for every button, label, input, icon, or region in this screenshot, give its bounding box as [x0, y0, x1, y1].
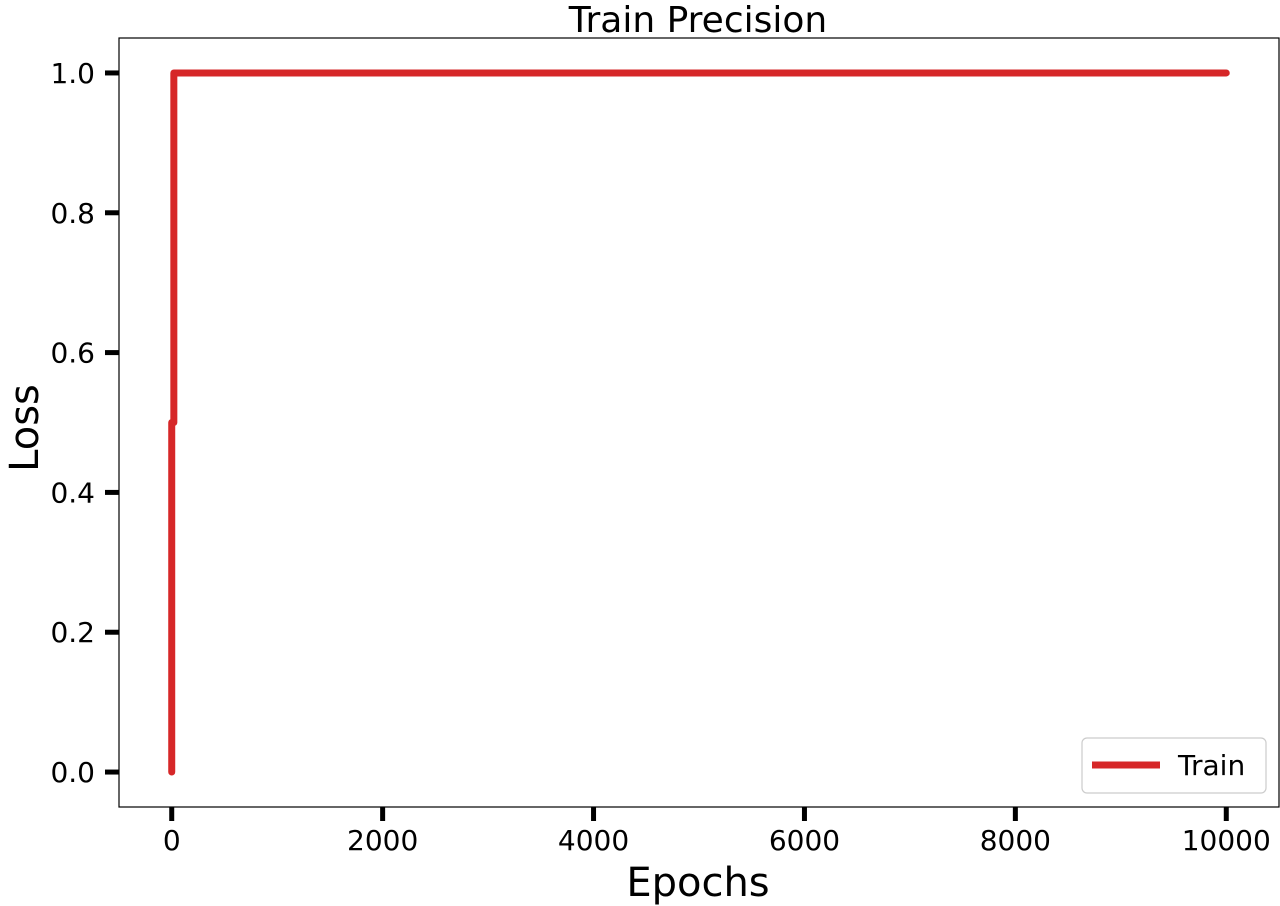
- y-tick-label: 1.0: [50, 57, 95, 90]
- x-tick-label: 4000: [558, 824, 629, 857]
- y-tick-label: 0.8: [50, 197, 95, 230]
- x-tick-label: 10000: [1182, 824, 1271, 857]
- y-axis-title: Loss: [2, 384, 48, 472]
- y-tick-label: 0.0: [50, 756, 95, 789]
- plot-frame: [118, 37, 1280, 808]
- y-tick-label: 0.4: [50, 476, 95, 509]
- legend-label-train: Train: [1177, 749, 1245, 782]
- y-tick-label: 0.6: [50, 337, 95, 370]
- series-line-train: [168, 69, 1230, 776]
- x-tick-label: 2000: [347, 824, 418, 857]
- x-tick-label: 0: [163, 824, 181, 857]
- chart-title: Train Precision: [568, 0, 827, 41]
- x-tick-label: 8000: [980, 824, 1051, 857]
- legend: Train: [1081, 737, 1267, 794]
- y-tick-label: 0.2: [50, 616, 95, 649]
- x-axis-ticks: 0 2000 4000 6000 8000 10000: [163, 807, 1271, 857]
- x-axis-title: Epochs: [626, 860, 769, 906]
- x-tick-label: 6000: [769, 824, 840, 857]
- series-layer: [168, 69, 1230, 776]
- y-axis-ticks: 0.0 0.2 0.4 0.6 0.8 1.0: [50, 57, 119, 789]
- legend-box: [1081, 737, 1267, 794]
